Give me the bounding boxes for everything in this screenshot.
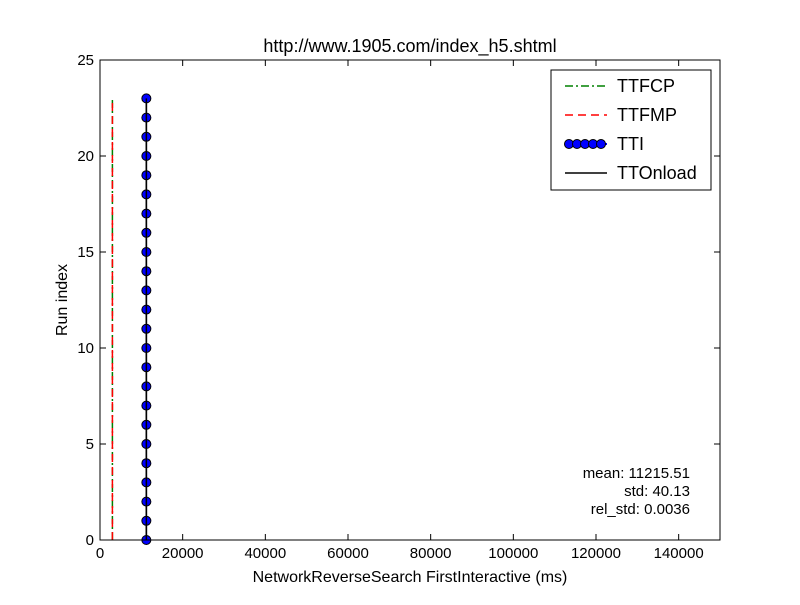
x-tick-label: 80000: [410, 545, 452, 562]
y-tick-label: 5: [86, 436, 94, 453]
y-axis-ticks: 0 5 10 15 20 25: [77, 52, 720, 549]
stats-annotation: mean: 11215.51 std: 40.13 rel_std: 0.003…: [583, 465, 690, 518]
y-tick-label: 10: [77, 340, 94, 357]
legend-box: [550, 69, 712, 191]
y-tick-label: 20: [77, 148, 94, 165]
legend-tti-label: TTI: [617, 134, 644, 154]
x-tick-label: 140000: [654, 545, 704, 562]
y-tick-label: 0: [86, 532, 94, 549]
y-axis-label: Run index: [54, 264, 71, 336]
mean-annotation: mean: 11215.51: [583, 465, 690, 482]
chart-title: http://www.1905.com/index_h5.shtml: [263, 36, 556, 57]
y-tick-label: 15: [77, 244, 94, 261]
legend: TTFCP TTFMP TTI TTOnload: [550, 69, 712, 191]
legend-ttfmp-label: TTFMP: [617, 105, 677, 125]
rel-std-annotation: rel_std: 0.0036: [591, 501, 690, 518]
legend-tti-sample: [564, 139, 607, 149]
x-tick-label: 0: [96, 545, 104, 562]
std-annotation: std: 40.13: [624, 483, 690, 500]
x-tick-label: 20000: [162, 545, 204, 562]
legend-ttfcp-label: TTFCP: [617, 76, 675, 96]
plot-frame: [99, 59, 721, 541]
x-tick-label: 120000: [571, 545, 621, 562]
legend-ttonload-label: TTOnload: [617, 163, 697, 183]
series-layer: [111, 93, 152, 545]
x-tick-label: 40000: [244, 545, 286, 562]
x-tick-label: 100000: [488, 545, 538, 562]
x-tick-label: 60000: [327, 545, 369, 562]
y-tick-label: 25: [77, 52, 94, 69]
legend-tti-marker-5: [596, 139, 606, 149]
x-axis-label: NetworkReverseSearch FirstInteractive (m…: [253, 569, 568, 586]
x-axis-ticks: 0 20000 40000 60000 80000 100000 120000 140000: [96, 60, 704, 562]
